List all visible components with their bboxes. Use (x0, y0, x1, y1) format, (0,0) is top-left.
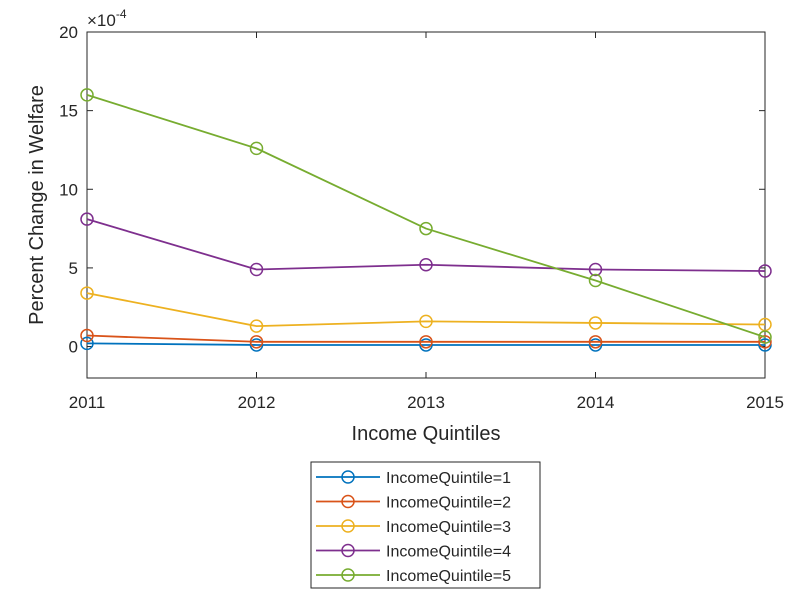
data-point-marker (80, 88, 94, 102)
legend-label: IncomeQuintile=4 (386, 544, 511, 561)
data-point-marker (588, 262, 603, 277)
series-group (80, 88, 772, 352)
x-tick-label: 2013 (407, 393, 445, 412)
y-tick-label: 10 (59, 180, 78, 199)
data-point-marker (588, 338, 603, 352)
data-point-marker (588, 273, 603, 288)
data-point-marker (419, 221, 433, 236)
y-tick-label: 0 (69, 338, 78, 357)
x-tick-label: 2015 (746, 393, 784, 412)
data-point-marker (249, 319, 264, 333)
data-point-marker (419, 338, 433, 352)
y-axis: 0 5 10 15 20 (59, 23, 765, 357)
y-tick-label: 20 (59, 23, 78, 42)
data-point-marker (758, 330, 772, 344)
legend-label: IncomeQuintile=2 (386, 495, 511, 512)
data-point-marker (80, 336, 94, 351)
data-point-marker (249, 335, 264, 349)
series-line (86, 292, 766, 328)
legend-marker (341, 470, 355, 484)
x-tick-label: 2011 (69, 393, 106, 412)
data-point-marker (419, 258, 433, 272)
legend-marker (341, 543, 355, 558)
y-axis-label: Percent Change in Welfare (26, 85, 48, 325)
y-tick-label: 15 (59, 102, 78, 121)
series-line (86, 342, 765, 346)
x-tick-label: 2014 (577, 393, 615, 412)
y-tick-label: 5 (69, 259, 78, 278)
data-point-marker (249, 338, 264, 352)
data-point-marker (80, 212, 94, 226)
plot-area (86, 31, 766, 379)
series-line (86, 94, 766, 338)
data-point-marker (758, 264, 772, 278)
data-point-marker (419, 335, 433, 349)
data-point-marker (249, 141, 264, 156)
data-point-marker (588, 335, 603, 349)
legend-marker (341, 568, 355, 582)
legend-label: IncomeQuintile=3 (386, 519, 511, 536)
legend-marker (341, 494, 355, 509)
legend-label: IncomeQuintile=1 (386, 470, 511, 487)
data-point-marker (419, 314, 433, 329)
y-exponent-base: ×10 (87, 11, 116, 30)
data-point-marker (80, 328, 94, 343)
legend-label: IncomeQuintile=5 (386, 568, 511, 585)
legend-marker (341, 519, 355, 533)
legend: IncomeQuintile=1 IncomeQuintile=2 IncomeQu… (310, 461, 541, 589)
data-point-marker (80, 286, 94, 300)
series-line (86, 218, 766, 272)
data-point-marker (249, 262, 264, 277)
x-axis: 2011 2012 2013 2014 2015 (69, 32, 784, 412)
data-point-marker (758, 335, 772, 349)
y-exponent-label: ×10-4 (87, 7, 127, 30)
x-axis-label: Income Quintiles (352, 423, 501, 445)
series-line (86, 334, 765, 343)
data-point-marker (588, 316, 603, 330)
y-exponent-power: -4 (116, 7, 127, 21)
x-tick-label: 2012 (238, 393, 276, 412)
data-point-marker (758, 338, 772, 352)
